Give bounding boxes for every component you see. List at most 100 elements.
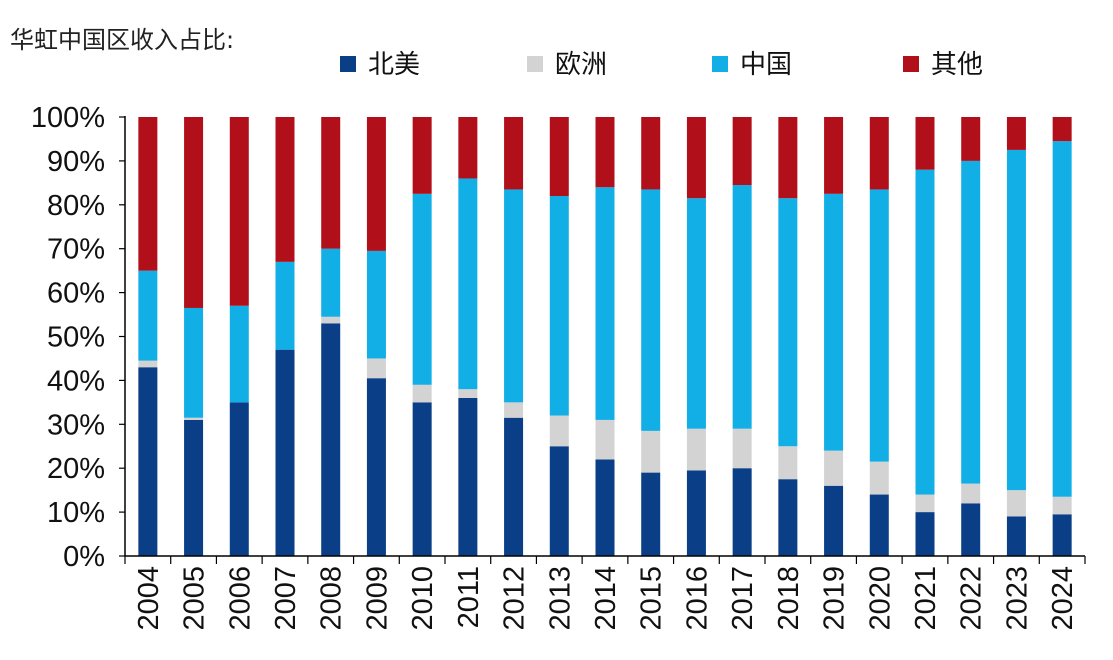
- x-tick-label: 2013: [544, 566, 576, 631]
- x-tick-label: 2011: [453, 566, 485, 628]
- bar-segment-欧洲-2015: [641, 430, 661, 473]
- chart-caption: 华虹中国区收入占比:: [10, 26, 235, 54]
- x-tick-label: 2008: [316, 566, 348, 631]
- bar-segment-北美-2018: [778, 479, 798, 556]
- bar-segment-欧洲-2008: [321, 316, 341, 324]
- bar-segment-中国-2019: [824, 193, 844, 451]
- bar-segment-欧洲-2009: [366, 358, 386, 379]
- x-tick-label: 2018: [773, 566, 805, 631]
- y-tick-label: 100%: [31, 102, 105, 134]
- bar-segment-其他-2005: [184, 117, 204, 308]
- bar-segment-北美-2023: [1006, 516, 1026, 556]
- bar-segment-欧洲-2021: [915, 494, 935, 513]
- bar-segment-欧洲-2005: [184, 417, 204, 420]
- legend: 北美 欧洲 中国 其他: [340, 50, 983, 80]
- x-tick-label: 2004: [133, 566, 165, 631]
- bar-segment-欧洲-2019: [824, 450, 844, 486]
- bar-segment-中国-2010: [412, 193, 432, 385]
- bar-segment-其他-2022: [961, 117, 981, 161]
- bar-segment-欧洲-2020: [869, 461, 889, 495]
- bar-segment-欧洲-2011: [458, 389, 478, 398]
- bar-segment-其他-2007: [275, 117, 295, 262]
- y-axis-ticks: 0% 10% 20% 30% 40% 50% 60% 70% 80% 90% 100%: [31, 102, 125, 573]
- bar-segment-北美-2004: [138, 367, 158, 556]
- bar-segment-中国-2018: [778, 198, 798, 447]
- axes: [124, 116, 1086, 564]
- bar-segment-欧洲-2004: [138, 360, 158, 368]
- y-tick-label: 60%: [47, 278, 105, 310]
- bar-segment-北美-2020: [869, 494, 889, 556]
- bar-segment-其他-2020: [869, 117, 889, 190]
- bar-segment-北美-2008: [321, 323, 341, 556]
- bar-segment-其他-2021: [915, 117, 935, 170]
- legend-swatch-欧洲: [527, 56, 543, 72]
- y-tick-label: 90%: [47, 146, 105, 178]
- bars: [138, 117, 1072, 556]
- bar-segment-北美-2024: [1052, 514, 1072, 556]
- bar-segment-欧洲-2016: [686, 428, 706, 471]
- bar-segment-欧洲-2014: [595, 419, 615, 460]
- bar-segment-北美-2017: [732, 468, 752, 556]
- bar-segment-其他-2009: [366, 117, 386, 251]
- x-tick-label: 2015: [636, 566, 668, 631]
- bar-segment-其他-2018: [778, 117, 798, 199]
- x-tick-label: 2014: [590, 566, 622, 631]
- bar-segment-北美-2014: [595, 459, 615, 556]
- bar-segment-中国-2023: [1006, 149, 1026, 491]
- bar-segment-欧洲-2010: [412, 384, 432, 403]
- bar-segment-中国-2015: [641, 189, 661, 431]
- bar-segment-北美-2006: [229, 402, 249, 556]
- bar-segment-中国-2011: [458, 178, 478, 390]
- bar-segment-其他-2015: [641, 117, 661, 190]
- bar-segment-中国-2014: [595, 187, 615, 420]
- bar-segment-中国-2009: [366, 250, 386, 359]
- x-axis-labels: 2004 2005 2006 2007 2008 2009 2010 2011 2012 2013…: [133, 566, 1079, 631]
- y-tick-label: 20%: [47, 453, 105, 485]
- y-tick-label: 70%: [47, 234, 105, 266]
- bar-segment-中国-2004: [138, 270, 158, 361]
- bar-segment-北美-2016: [686, 470, 706, 556]
- bar-segment-北美-2007: [275, 349, 295, 556]
- x-tick-label: 2022: [956, 566, 988, 631]
- legend-label-其他: 其他: [931, 50, 983, 80]
- bar-segment-中国-2008: [321, 248, 341, 317]
- bar-segment-中国-2016: [686, 198, 706, 429]
- y-tick-label: 50%: [47, 322, 105, 354]
- bar-segment-北美-2012: [504, 417, 524, 556]
- x-tick-label: 2005: [179, 566, 211, 631]
- bar-segment-中国-2007: [275, 261, 295, 350]
- bar-segment-其他-2023: [1006, 117, 1026, 150]
- bar-segment-中国-2020: [869, 189, 889, 462]
- legend-label-中国: 中国: [740, 50, 792, 80]
- bar-segment-其他-2019: [824, 117, 844, 194]
- bar-segment-其他-2008: [321, 117, 341, 249]
- bar-segment-北美-2022: [961, 503, 981, 556]
- bar-segment-欧洲-2018: [778, 446, 798, 480]
- bar-segment-中国-2021: [915, 169, 935, 495]
- x-tick-label: 2021: [910, 566, 942, 631]
- bar-segment-北美-2005: [184, 419, 204, 556]
- y-tick-label: 0%: [63, 541, 105, 573]
- bar-segment-其他-2011: [458, 117, 478, 179]
- bar-segment-中国-2022: [961, 160, 981, 484]
- bar-segment-其他-2017: [732, 117, 752, 186]
- bar-segment-欧洲-2013: [549, 415, 569, 447]
- bar-segment-中国-2024: [1052, 141, 1072, 497]
- bar-segment-欧洲-2012: [504, 402, 524, 418]
- bar-segment-中国-2012: [504, 189, 524, 403]
- x-tick-label: 2009: [361, 566, 393, 631]
- bar-segment-中国-2017: [732, 185, 752, 429]
- y-tick-label: 30%: [47, 409, 105, 441]
- x-tick-label: 2010: [407, 566, 439, 631]
- legend-swatch-其他: [903, 56, 919, 72]
- bar-segment-北美-2015: [641, 472, 661, 556]
- bar-segment-欧洲-2023: [1006, 490, 1026, 517]
- legend-swatch-中国: [712, 56, 728, 72]
- bar-segment-其他-2012: [504, 117, 524, 190]
- bar-segment-北美-2009: [366, 378, 386, 556]
- x-tick-label: 2023: [1001, 566, 1033, 631]
- x-tick-label: 2016: [681, 566, 713, 631]
- bar-segment-其他-2024: [1052, 117, 1072, 142]
- bar-segment-中国-2006: [229, 305, 249, 403]
